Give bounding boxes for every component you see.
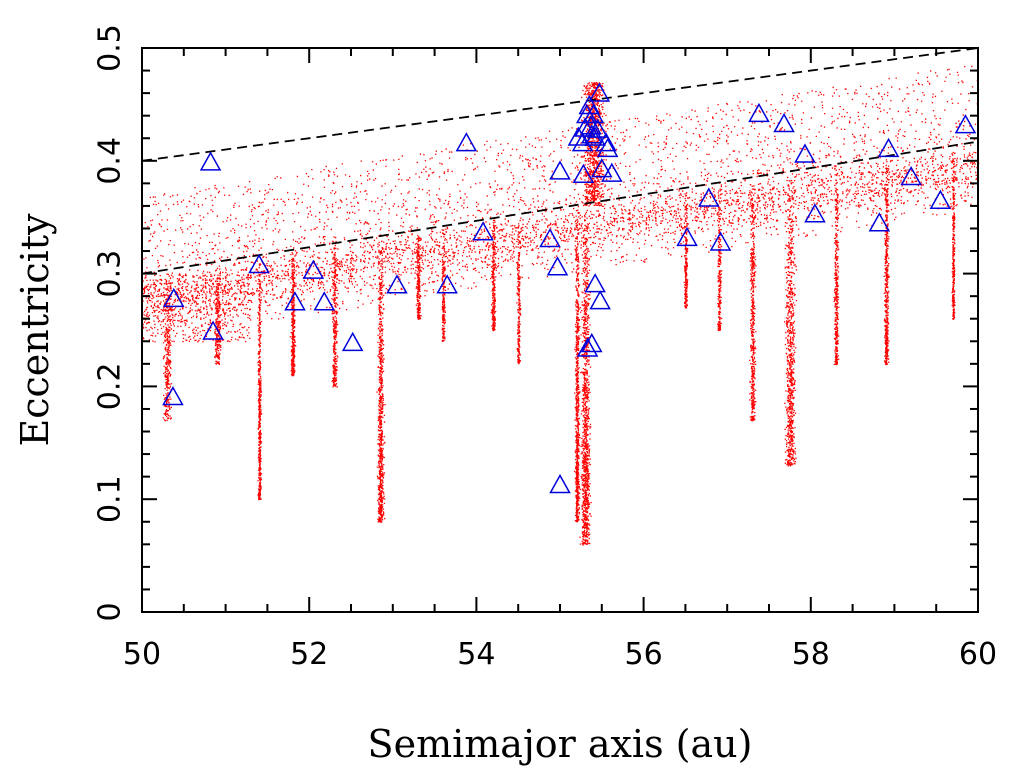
y-tick-label: 0.3 [93,250,128,298]
y-tick-label: 0.4 [93,137,128,185]
observed-object-marker [601,162,623,182]
observed-object-marker [580,115,602,135]
observed-object-marker [580,332,603,353]
observed-object-marker [794,143,816,163]
observed-object-marker [698,187,720,207]
observed-object-marker [586,118,609,138]
x-tick-label: 56 [625,637,663,672]
y-tick-label: 0.2 [93,363,128,411]
y-tick-label: 0.1 [93,475,128,523]
y-tick-label: 0 [93,602,128,621]
x-tick-label: 54 [457,637,495,672]
observed-object-marker [580,124,603,144]
observed-object-marker [436,274,458,294]
x-tick-label: 60 [959,637,997,672]
x-tick-label: 58 [792,637,830,672]
observed-object-marker [748,102,770,123]
observed-object-marker [386,274,408,294]
observed-object-marker [162,287,185,308]
observed-object-marker [773,112,795,133]
observed-object-marker [313,291,336,311]
observed-object-marker [248,253,270,274]
observed-object-marker [877,137,900,158]
observed-object-marker [284,291,306,311]
observed-object-marker [162,385,184,406]
observed-object-marker [572,163,595,184]
observed-object-marker [929,189,952,209]
perihelion-reference-lines [141,47,979,275]
observed-object-marker [868,212,891,232]
observed-object-marker [539,228,561,248]
observed-objects [162,82,977,494]
y-axis-title: Eccentricity [13,213,57,447]
plot-frame [141,47,979,613]
observed-object-marker [549,160,571,180]
x-tick-label: 50 [123,637,161,672]
observed-object-marker [596,137,619,158]
observed-object-marker [302,259,325,279]
observed-object-marker [584,273,606,293]
observed-object-marker [589,290,611,310]
observed-object-marker [546,256,569,276]
observed-object-marker [954,114,977,134]
particle-cloud [142,65,980,546]
observed-object-marker [709,231,732,251]
observed-object-marker [576,337,599,357]
observed-object-marker [588,82,611,102]
observed-object-marker [591,158,613,178]
observed-object-marker [582,103,605,124]
x-axis-title: Semimajor axis (au) [368,722,753,766]
observed-object-marker [804,203,826,223]
simulated-particles [142,65,980,546]
observed-object-marker [199,151,222,171]
x-tick-label: 52 [290,637,328,672]
perihelion-line [141,47,979,162]
observed-object-marker [341,331,364,352]
perihelion-line [141,140,979,275]
axis-ticks [141,47,979,613]
observed-object-marker [472,221,494,241]
observed-object-marker [549,473,571,494]
observed-object-marker [202,320,224,340]
observed-object-marker [595,132,617,152]
y-tick-labels: 0 0.1 0.2 0.3 0.4 0.5 [93,24,128,621]
observed-object-marker [676,226,698,247]
observed-object-marker [900,165,922,186]
x-tick-labels: 50 52 54 56 58 60 [123,637,997,672]
observed-object-marker [574,117,596,137]
observed-object-marker [455,132,478,152]
y-tick-label: 0.5 [93,24,128,72]
